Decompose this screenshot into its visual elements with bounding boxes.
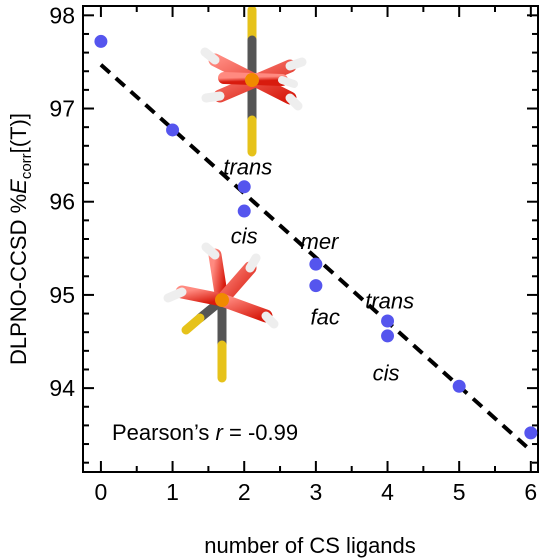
data-point — [237, 204, 251, 218]
point-annotation: mer — [301, 229, 341, 254]
data-point — [237, 180, 251, 194]
molecule-cis-illustration — [163, 242, 279, 383]
x-tick-label: 2 — [238, 479, 251, 505]
data-points — [94, 34, 538, 440]
y-tick-label: 97 — [49, 96, 75, 122]
axis-ticks: 94 95 96 97 98 0 1 2 3 4 5 6 — [49, 2, 538, 505]
point-annotation: cis — [373, 360, 400, 385]
data-point — [381, 329, 395, 343]
annotations: trans cis mer fac trans cis — [223, 154, 414, 385]
data-point — [524, 426, 538, 440]
x-axis-title: number of CS ligands — [204, 533, 416, 558]
molecule-trans-illustration — [200, 5, 307, 157]
data-point — [166, 123, 180, 137]
data-point — [309, 257, 323, 271]
fit-line — [99, 63, 533, 453]
data-point — [381, 314, 395, 328]
x-tick-label: 5 — [453, 479, 466, 505]
point-annotation: trans — [365, 289, 414, 314]
y-axis-title: DLPNO-CCSD %Ecorr[(T)] — [6, 113, 35, 365]
data-point — [452, 379, 466, 393]
point-annotation: fac — [311, 304, 340, 329]
y-tick-label: 98 — [49, 2, 75, 28]
data-point — [309, 279, 323, 293]
x-tick-label: 6 — [524, 479, 537, 505]
x-tick-label: 1 — [166, 479, 179, 505]
x-tick-label: 3 — [309, 479, 322, 505]
point-annotation: trans — [223, 154, 272, 179]
data-point — [94, 34, 108, 48]
y-tick-label: 94 — [49, 375, 75, 401]
fit-line-layer — [99, 63, 533, 453]
y-tick-label: 95 — [49, 282, 75, 308]
x-tick-label: 0 — [95, 479, 108, 505]
y-tick-label: 96 — [49, 189, 75, 215]
point-annotation: cis — [231, 223, 258, 248]
x-tick-label: 4 — [381, 479, 394, 505]
pearson-label: Pearson’s r = -0.99 — [112, 420, 298, 445]
